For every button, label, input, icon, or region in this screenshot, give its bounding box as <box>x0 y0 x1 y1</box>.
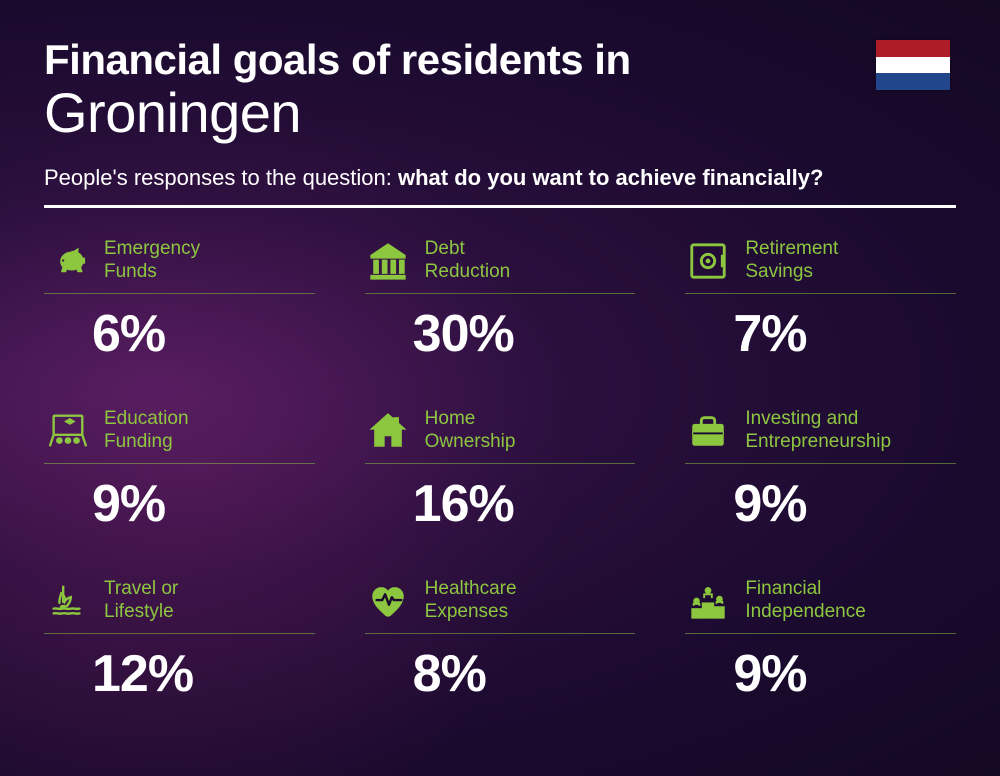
goal-label-line2: Entrepreneurship <box>745 431 891 454</box>
goal-value: 12% <box>92 644 315 704</box>
goal-label-line2: Lifestyle <box>104 601 178 624</box>
goal-value: 9% <box>92 474 315 534</box>
goal-value: 30% <box>413 304 636 364</box>
safe-icon <box>685 238 731 284</box>
goal-label: Investing andEntrepreneurship <box>745 408 891 454</box>
goal-label-line2: Independence <box>745 601 865 624</box>
goals-grid: EmergencyFunds 6% DebtReduction 30% Retireme… <box>44 236 956 704</box>
subtitle-question: what do you want to achieve financially? <box>398 165 823 190</box>
goal-item: DebtReduction 30% <box>365 236 636 364</box>
goal-label: EmergencyFunds <box>104 238 200 284</box>
education-icon <box>44 408 90 454</box>
header: Financial goals of residents in Groninge… <box>44 36 956 208</box>
goal-item-header: EducationFunding <box>44 406 315 464</box>
subtitle-prefix: People's responses to the question: <box>44 165 398 190</box>
goal-item-header: Travel orLifestyle <box>44 576 315 634</box>
goal-label: DebtReduction <box>425 238 511 284</box>
goal-item: EducationFunding 9% <box>44 406 315 534</box>
goal-value: 9% <box>733 644 956 704</box>
flag-stripe-bottom <box>876 73 950 90</box>
goal-label: RetirementSavings <box>745 238 838 284</box>
goal-item: HomeOwnership 16% <box>365 406 636 534</box>
goal-label: FinancialIndependence <box>745 578 865 624</box>
goal-item-header: HomeOwnership <box>365 406 636 464</box>
title-line-2: Groningen <box>44 80 956 145</box>
goal-item: Travel orLifestyle 12% <box>44 576 315 704</box>
goal-label-line1: Emergency <box>104 238 200 261</box>
goal-item: EmergencyFunds 6% <box>44 236 315 364</box>
goal-label-line1: Financial <box>745 578 865 601</box>
goal-label-line1: Travel or <box>104 578 178 601</box>
goal-label-line1: Healthcare <box>425 578 517 601</box>
goal-label: EducationFunding <box>104 408 189 454</box>
goal-label-line2: Funds <box>104 261 200 284</box>
goal-label-line1: Retirement <box>745 238 838 261</box>
goal-label-line1: Home <box>425 408 516 431</box>
bank-icon <box>365 238 411 284</box>
goal-item-header: HealthcareExpenses <box>365 576 636 634</box>
subtitle: People's responses to the question: what… <box>44 165 956 191</box>
title-line-1: Financial goals of residents in <box>44 36 956 84</box>
goal-item-header: Investing andEntrepreneurship <box>685 406 956 464</box>
goal-item-header: RetirementSavings <box>685 236 956 294</box>
goal-item-header: EmergencyFunds <box>44 236 315 294</box>
goal-item: HealthcareExpenses 8% <box>365 576 636 704</box>
header-divider <box>44 205 956 208</box>
goal-item: Investing andEntrepreneurship 9% <box>685 406 956 534</box>
goal-item: RetirementSavings 7% <box>685 236 956 364</box>
goal-item: FinancialIndependence 9% <box>685 576 956 704</box>
netherlands-flag-icon <box>876 40 950 90</box>
goal-value: 9% <box>733 474 956 534</box>
goal-value: 8% <box>413 644 636 704</box>
goal-value: 7% <box>733 304 956 364</box>
goal-label-line2: Ownership <box>425 431 516 454</box>
goal-label-line2: Funding <box>104 431 189 454</box>
goal-label-line1: Investing and <box>745 408 891 431</box>
piggy-icon <box>44 238 90 284</box>
goal-label: HealthcareExpenses <box>425 578 517 624</box>
briefcase-icon <box>685 408 731 454</box>
podium-icon <box>685 578 731 624</box>
flag-stripe-top <box>876 40 950 57</box>
goal-label-line2: Savings <box>745 261 838 284</box>
goal-label-line1: Education <box>104 408 189 431</box>
goal-item-header: FinancialIndependence <box>685 576 956 634</box>
goal-value: 6% <box>92 304 315 364</box>
goal-label: Travel orLifestyle <box>104 578 178 624</box>
goal-label-line2: Reduction <box>425 261 511 284</box>
goal-item-header: DebtReduction <box>365 236 636 294</box>
house-icon <box>365 408 411 454</box>
goal-value: 16% <box>413 474 636 534</box>
goal-label: HomeOwnership <box>425 408 516 454</box>
health-icon <box>365 578 411 624</box>
goal-label-line2: Expenses <box>425 601 517 624</box>
flag-stripe-middle <box>876 57 950 74</box>
travel-icon <box>44 578 90 624</box>
goal-label-line1: Debt <box>425 238 511 261</box>
